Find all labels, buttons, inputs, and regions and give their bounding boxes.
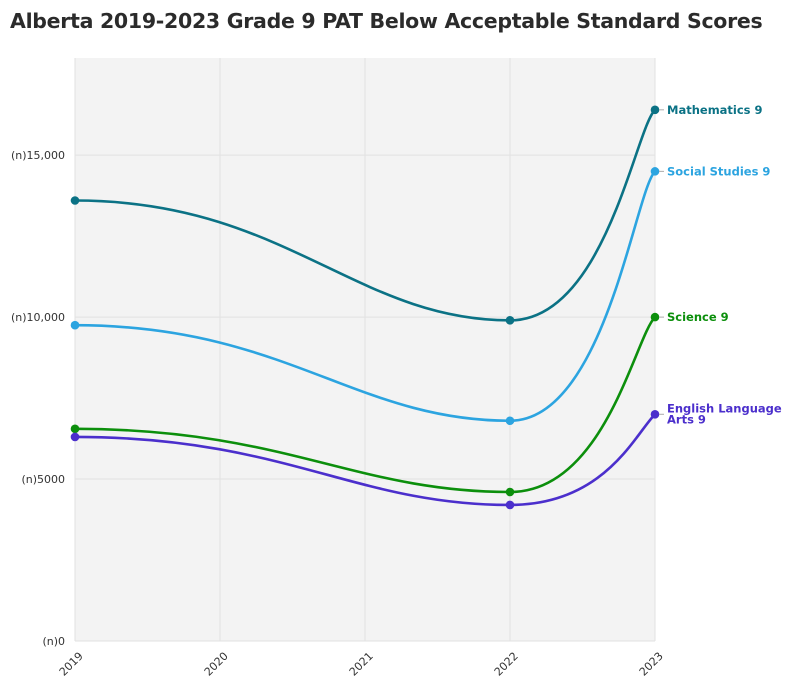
- data-point: [505, 500, 515, 510]
- series-line: [73, 108, 657, 322]
- x-axis: 2019 2020 2021 2022 2023: [57, 650, 666, 679]
- series-lines: [70, 105, 660, 510]
- series-label: Mathematics 9: [667, 103, 763, 117]
- data-point: [650, 409, 660, 419]
- series-line: [73, 170, 657, 423]
- data-point: [650, 105, 660, 115]
- y-tick-label: (n)10,000: [11, 311, 65, 324]
- chart-title: Alberta 2019-2023 Grade 9 PAT Below Acce…: [10, 9, 763, 33]
- data-point: [650, 167, 660, 176]
- x-tick-label: 2020: [202, 650, 231, 679]
- series-line: [73, 315, 657, 494]
- series-label: Social Studies 9: [667, 164, 770, 178]
- series-label: Science 9: [667, 310, 729, 324]
- y-tick-label: (n)5000: [21, 473, 65, 486]
- y-axis: (n)0 (n)5000 (n)10,000 (n)15,000: [11, 149, 65, 648]
- data-point: [70, 432, 80, 442]
- series-line: [73, 412, 657, 507]
- data-point: [70, 196, 80, 205]
- data-point: [505, 316, 515, 325]
- x-tick-label: 2019: [57, 650, 86, 679]
- x-tick-label: 2023: [637, 650, 666, 679]
- data-point: [505, 416, 515, 426]
- y-tick-label: (n)0: [42, 635, 65, 648]
- data-point: [505, 487, 515, 497]
- data-point: [70, 320, 80, 330]
- series-label: English Language Arts 9: [667, 401, 782, 426]
- series-labels: Mathematics 9 Social Studies 9 Science 9 En…: [659, 103, 782, 426]
- x-tick-label: 2022: [492, 650, 521, 679]
- data-point: [650, 312, 660, 322]
- data-point: [70, 424, 80, 434]
- y-tick-label: (n)15,000: [11, 149, 65, 162]
- x-tick-label: 2021: [347, 650, 376, 679]
- gridlines: [74, 58, 656, 642]
